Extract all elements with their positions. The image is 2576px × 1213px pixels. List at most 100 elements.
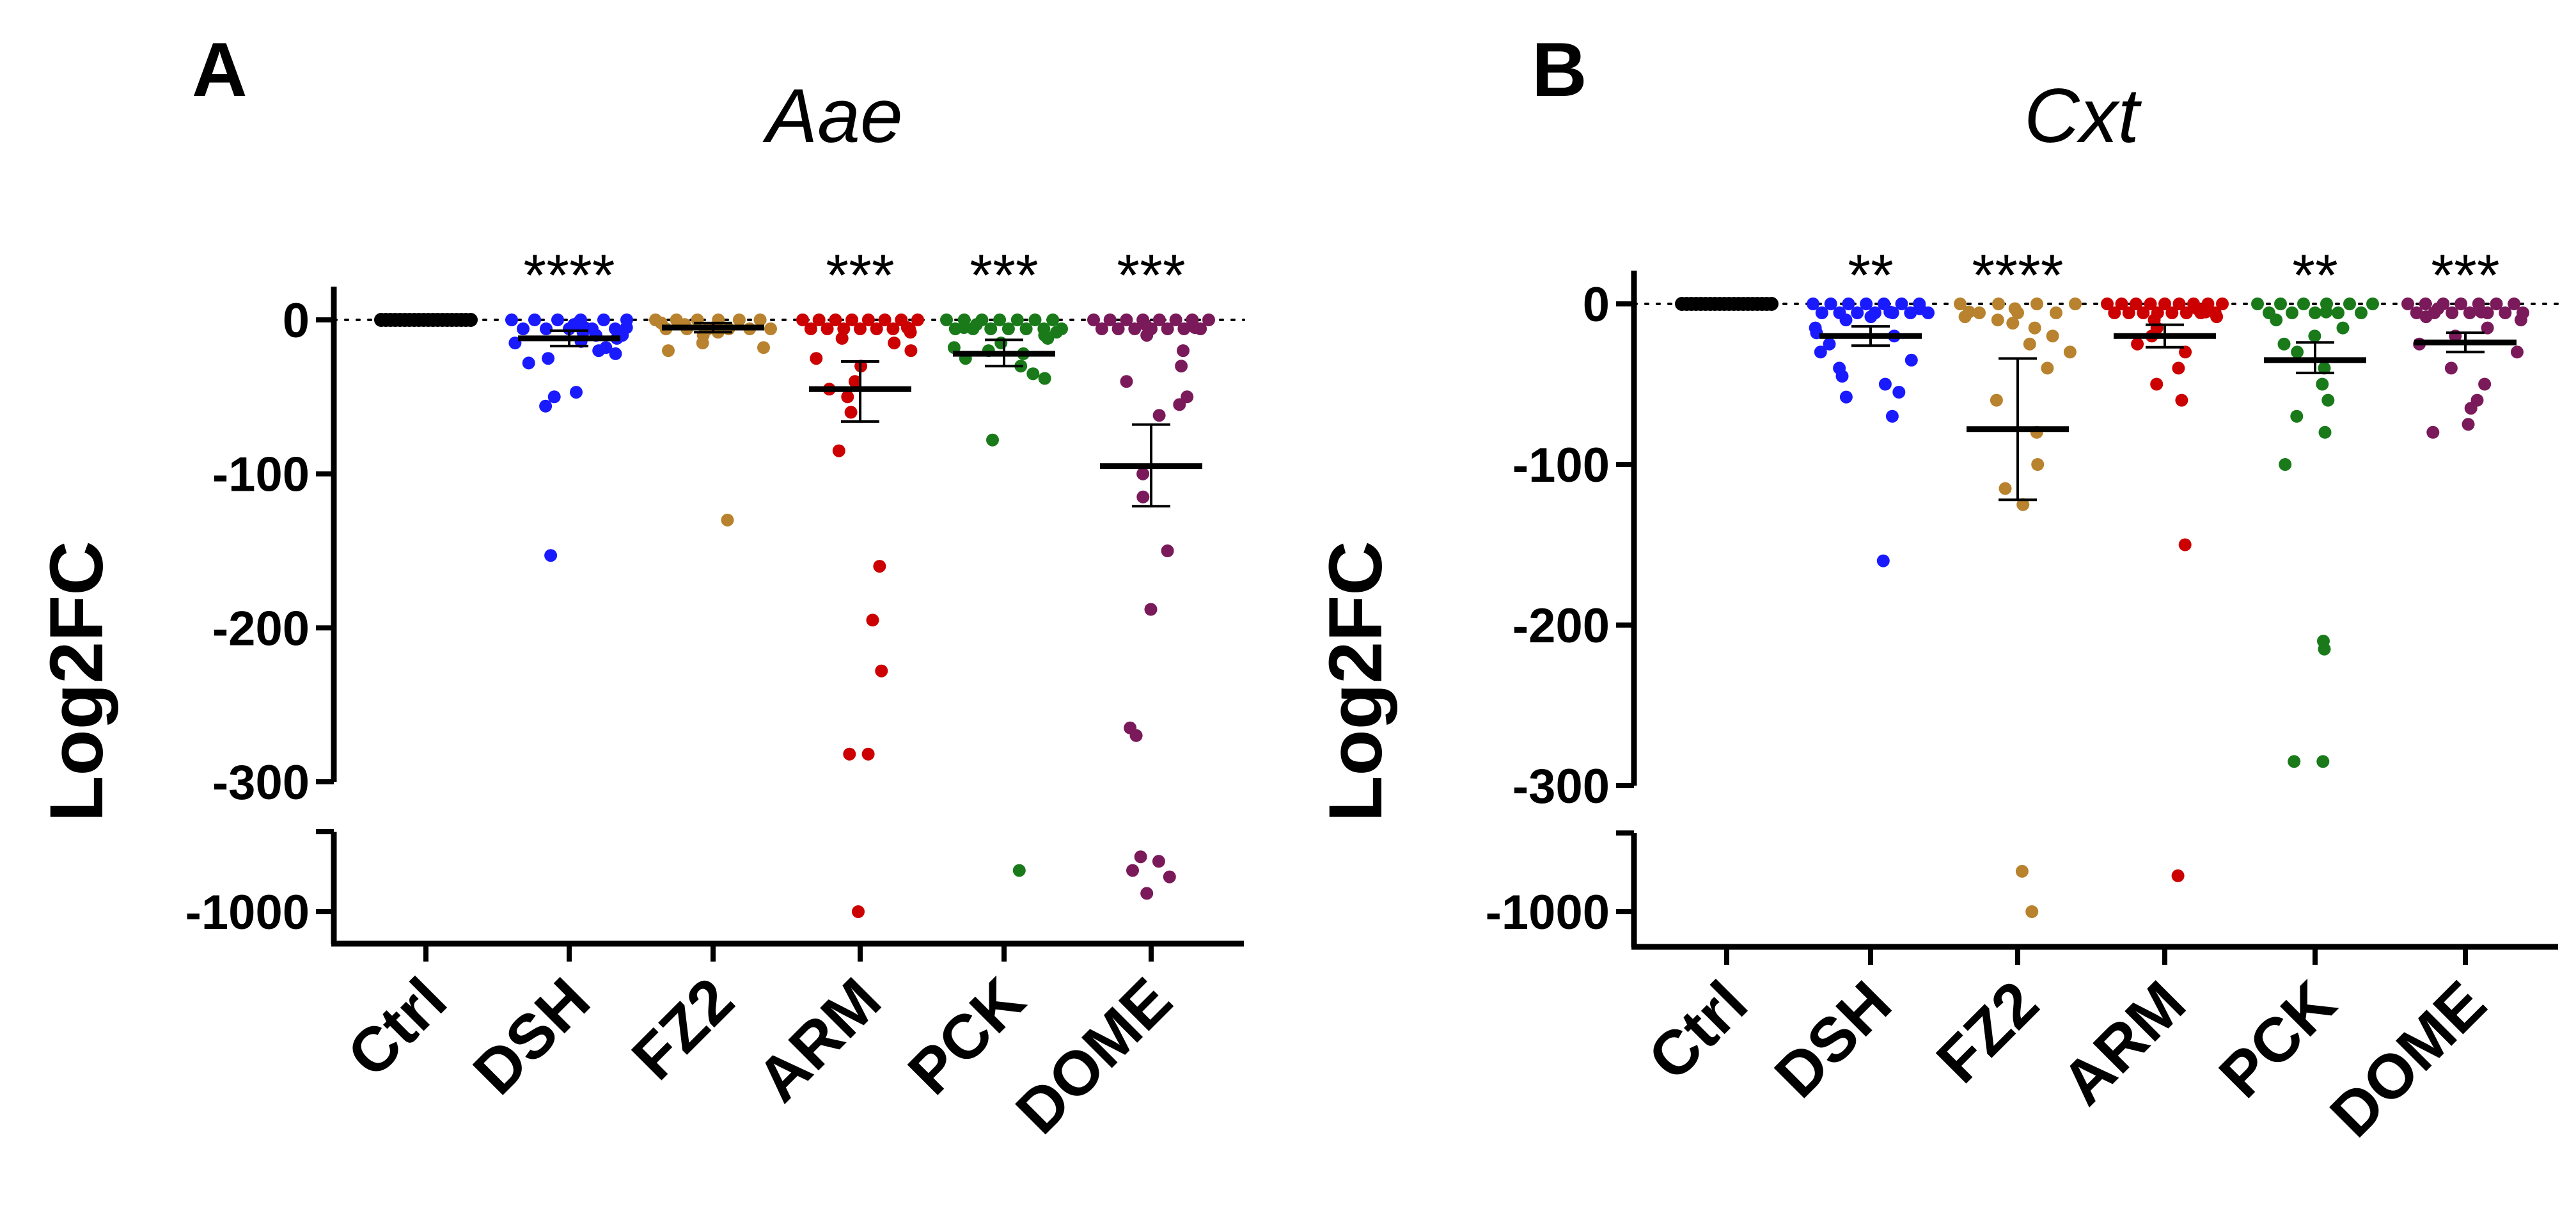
data-point	[1991, 313, 2004, 327]
panel-b: B Cxt Log2FC ** **** ** *** 0 -100 -200 …	[1314, 27, 2559, 1150]
data-point	[1010, 313, 1024, 326]
data-point	[2251, 297, 2264, 310]
data-point	[804, 322, 817, 335]
significance-label-dsh: **	[1848, 243, 1894, 308]
y-tick-label: 0	[283, 294, 310, 348]
y-tick-label: 0	[1583, 278, 1610, 332]
data-point	[852, 905, 865, 918]
significance-label-pck: ***	[970, 243, 1038, 308]
data-point	[2046, 329, 2059, 343]
data-point	[732, 313, 746, 326]
data-point	[517, 322, 530, 335]
data-point	[2015, 864, 2029, 878]
data-point	[1876, 554, 1890, 567]
data-point	[1885, 409, 1899, 423]
data-point	[2462, 418, 2475, 431]
data-point	[1087, 313, 1100, 326]
x-tick-label-dome: DOME	[1002, 964, 1185, 1147]
y-tick-label: -200	[212, 601, 310, 656]
data-point	[886, 322, 900, 335]
data-point	[1026, 367, 1040, 381]
data-point	[2165, 306, 2179, 319]
data-point	[2446, 306, 2459, 319]
data-point	[2023, 337, 2036, 351]
data-point	[2274, 297, 2287, 310]
data-point	[1842, 297, 1855, 310]
data-point	[1140, 887, 1154, 900]
data-point	[957, 321, 971, 334]
data-point	[1169, 313, 1182, 326]
y-tick-label: -300	[1512, 759, 1610, 814]
y-tick-labels: 0 -100 -200 -300 -1000	[1486, 278, 1610, 940]
data-point	[2508, 297, 2521, 310]
data-point	[1202, 313, 1215, 326]
data-point	[505, 313, 518, 326]
data-point	[1163, 870, 1176, 884]
data-point	[2179, 306, 2193, 319]
data-point	[821, 322, 834, 335]
data-point	[696, 337, 709, 350]
data-point	[2150, 377, 2164, 391]
data-point	[1839, 313, 1853, 327]
data-point	[2030, 297, 2043, 310]
data-point	[2464, 402, 2478, 415]
data-point	[1161, 322, 1174, 335]
data-point	[1111, 322, 1125, 335]
chart-title: Cxt	[2024, 73, 2142, 159]
data-point	[1152, 855, 1165, 868]
data-point	[2291, 345, 2304, 359]
significance-label-dome: ***	[1117, 243, 1185, 308]
data-point	[1019, 322, 1033, 335]
data-point	[2321, 393, 2335, 407]
data-point	[2336, 321, 2350, 335]
data-point	[2290, 409, 2304, 423]
data-point	[1188, 321, 1202, 334]
data-point	[1814, 345, 1827, 359]
y-tick-label: -100	[1512, 438, 1610, 493]
data-point	[1175, 360, 1188, 373]
data-point	[1992, 297, 2005, 310]
data-point	[2431, 302, 2445, 315]
data-point	[844, 406, 858, 419]
data-point	[2041, 361, 2054, 375]
data-point	[1152, 409, 1166, 422]
data-point	[2366, 297, 2379, 310]
data-point	[845, 313, 859, 326]
x-tick-label-arm: ARM	[2048, 967, 2199, 1118]
data-point	[2130, 297, 2142, 310]
data-point	[1028, 313, 1042, 326]
data-point	[2131, 337, 2144, 351]
y-tick-label: -300	[212, 756, 310, 810]
significance-label-fz2: ****	[1972, 243, 2063, 308]
data-point	[691, 313, 704, 326]
chart-title: Aae	[762, 73, 903, 159]
data-point	[2514, 313, 2527, 327]
data-point	[940, 313, 953, 326]
data-point	[861, 313, 875, 326]
data-point	[1878, 377, 1892, 391]
data-point	[1892, 386, 1906, 399]
data-point	[2006, 317, 2020, 330]
data-point	[2031, 458, 2045, 471]
x-tick-label-dsh: DSH	[460, 964, 603, 1107]
data-point	[1823, 337, 1836, 351]
y-tick-labels: 0 -100 -200 -300 -1000	[185, 294, 310, 940]
data-point	[1177, 344, 1190, 358]
data-point	[841, 390, 854, 404]
data-point	[1138, 318, 1152, 331]
significance-label-dome: ***	[2431, 243, 2499, 308]
data-point	[866, 614, 879, 627]
data-point	[878, 313, 891, 326]
data-point	[1905, 353, 1918, 367]
data-point	[848, 375, 861, 388]
y-axis-label: Log2FC	[1314, 541, 1398, 821]
data-point	[2277, 337, 2291, 351]
data-point	[993, 313, 1007, 326]
data-point	[870, 322, 883, 335]
data-point	[1883, 305, 1897, 319]
data-point	[620, 321, 633, 334]
data-point	[2444, 361, 2458, 375]
data-point	[547, 390, 561, 404]
data-point	[2426, 425, 2440, 439]
data-point	[1144, 603, 1158, 616]
